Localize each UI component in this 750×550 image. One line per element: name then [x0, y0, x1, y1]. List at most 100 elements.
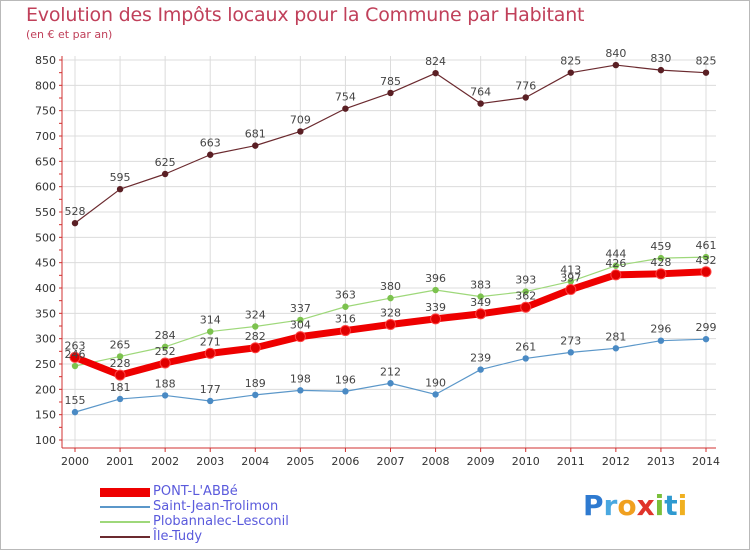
data-label: 824	[425, 55, 446, 68]
data-point	[342, 105, 349, 112]
data-point	[432, 391, 439, 398]
series-group	[69, 61, 712, 416]
data-label: 339	[425, 301, 446, 314]
data-label: 296	[650, 323, 671, 336]
data-label: 362	[515, 289, 536, 302]
data-point	[522, 288, 529, 295]
data-label: 281	[605, 330, 626, 343]
data-label: 413	[560, 263, 581, 276]
data-label: 754	[335, 91, 356, 104]
x-tick-label: 2010	[512, 455, 540, 468]
legend-item: Île-Tudy	[100, 529, 360, 544]
data-label: 271	[200, 335, 221, 348]
data-label: 825	[696, 55, 717, 68]
data-labels: 528 595 625 663 681 709 754 785 824 764 776 825 840 8…	[65, 47, 717, 407]
data-label: 380	[380, 280, 401, 293]
y-tick-label: 450	[35, 257, 56, 270]
grid	[62, 56, 716, 448]
data-label: 196	[335, 373, 356, 386]
data-label: 198	[290, 372, 311, 385]
data-label: 324	[245, 309, 266, 322]
y-tick-label: 300	[35, 333, 56, 346]
data-label: 383	[470, 279, 491, 292]
data-label: 304	[290, 319, 311, 332]
data-point	[700, 266, 712, 278]
data-point	[610, 269, 622, 281]
data-point	[702, 335, 710, 343]
data-point	[657, 66, 665, 74]
data-label: 177	[200, 383, 221, 396]
data-point	[385, 318, 396, 330]
y-tick-label: 350	[35, 307, 56, 320]
data-label: 459	[650, 240, 671, 253]
data-label: 246	[65, 348, 86, 361]
data-label: 428	[650, 256, 671, 269]
data-label: 776	[515, 79, 536, 92]
y-tick-label: 150	[35, 409, 56, 422]
x-tick-label: 2001	[106, 455, 134, 468]
data-point	[520, 301, 532, 313]
data-label: 663	[200, 137, 221, 150]
data-label: 188	[155, 377, 176, 390]
data-point	[612, 345, 620, 352]
x-tick-label: 2012	[602, 455, 630, 468]
data-point	[702, 69, 710, 76]
data-label: 252	[155, 345, 176, 358]
data-point	[71, 408, 79, 416]
y-tick-label: 500	[35, 231, 56, 244]
data-label: 825	[560, 55, 581, 68]
data-label: 426	[605, 257, 626, 270]
data-point	[116, 395, 124, 403]
data-point	[116, 353, 124, 360]
x-tick-label: 2000	[61, 455, 89, 468]
x-tick-label: 2006	[331, 455, 359, 468]
data-point	[612, 61, 620, 69]
data-point	[657, 337, 665, 344]
data-point	[342, 303, 349, 310]
data-point	[477, 100, 484, 107]
data-label: 337	[290, 302, 311, 315]
data-label: 190	[425, 376, 446, 389]
data-label: 282	[245, 330, 266, 343]
data-point	[69, 351, 81, 363]
data-point	[249, 342, 261, 354]
data-label: 764	[470, 86, 491, 99]
axes: 100 150 200 250 300 350 400 450 500 550 600 650 700 7…	[35, 54, 720, 468]
data-point	[567, 278, 574, 285]
data-label: 273	[560, 334, 581, 347]
x-tick-label: 2007	[377, 455, 405, 468]
data-point	[116, 186, 124, 193]
data-point	[477, 366, 484, 373]
data-label: 396	[425, 272, 446, 285]
data-point	[159, 357, 171, 369]
data-point	[567, 69, 574, 76]
logo-letter: P	[583, 489, 604, 522]
logo-letter: t	[664, 489, 678, 522]
data-label: 528	[65, 205, 86, 218]
y-tick-label: 700	[35, 130, 56, 143]
y-tick-label: 250	[35, 358, 56, 371]
y-tick-label: 750	[35, 105, 56, 118]
data-label: 785	[380, 75, 401, 88]
legend: PONT-L'ABBé Saint-Jean-Trolimon Plobannale…	[100, 484, 360, 544]
logo-letter: x	[636, 489, 655, 522]
logo-letter: o	[617, 489, 637, 522]
data-label: 595	[110, 171, 131, 184]
x-tick-label: 2003	[196, 455, 224, 468]
legend-label: Île-Tudy	[153, 529, 203, 544]
data-label: 263	[65, 339, 86, 352]
data-point	[387, 89, 394, 97]
chart-title: Evolution des Impôts locaux pour la Comm…	[26, 4, 585, 26]
data-label: 830	[650, 52, 671, 65]
legend-label: PONT-L'ABBé	[153, 484, 238, 499]
data-label: 239	[470, 352, 491, 365]
data-point	[297, 128, 304, 135]
data-point	[71, 362, 79, 370]
data-point	[161, 170, 169, 178]
legend-label: Saint-Jean-Trolimon	[153, 499, 279, 514]
data-point	[567, 349, 574, 356]
y-tick-label: 600	[35, 181, 56, 194]
data-point	[657, 254, 665, 262]
data-point	[297, 316, 304, 324]
